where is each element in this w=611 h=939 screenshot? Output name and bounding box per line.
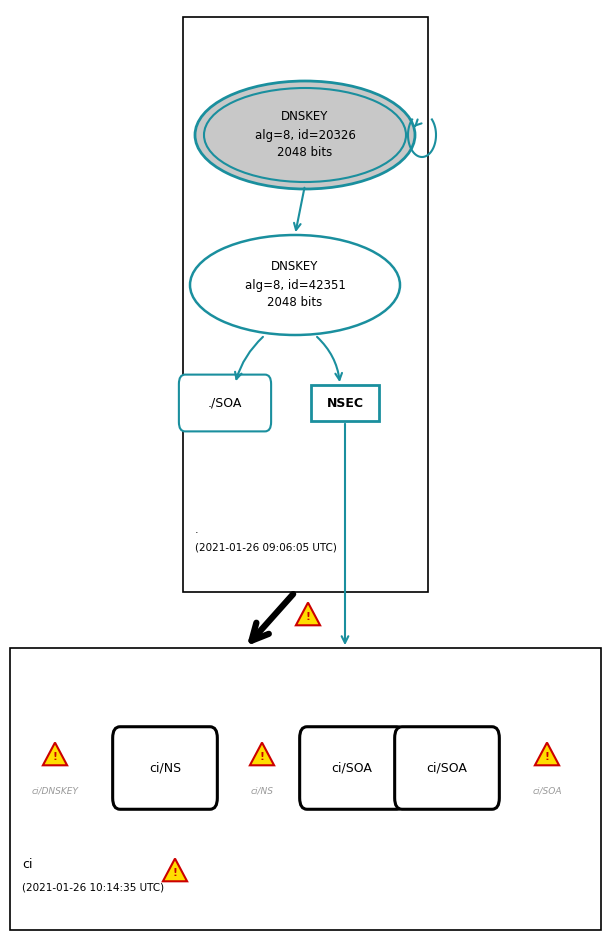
FancyBboxPatch shape xyxy=(311,385,379,421)
FancyBboxPatch shape xyxy=(299,727,404,809)
FancyBboxPatch shape xyxy=(10,648,601,930)
Polygon shape xyxy=(535,743,559,765)
Text: ./SOA: ./SOA xyxy=(208,396,242,409)
Text: ci/SOA: ci/SOA xyxy=(332,762,373,775)
Ellipse shape xyxy=(195,81,415,189)
Text: ci/DNSKEY: ci/DNSKEY xyxy=(32,786,78,795)
Text: DNSKEY
alg=8, id=42351
2048 bits: DNSKEY alg=8, id=42351 2048 bits xyxy=(244,260,345,310)
Text: !: ! xyxy=(544,752,549,762)
Polygon shape xyxy=(43,743,67,765)
Text: !: ! xyxy=(260,752,265,762)
Text: (2021-01-26 09:06:05 UTC): (2021-01-26 09:06:05 UTC) xyxy=(195,543,337,553)
Polygon shape xyxy=(163,858,187,882)
FancyBboxPatch shape xyxy=(112,727,218,809)
Text: ci: ci xyxy=(22,858,32,871)
Text: (2021-01-26 10:14:35 UTC): (2021-01-26 10:14:35 UTC) xyxy=(22,883,164,893)
FancyBboxPatch shape xyxy=(179,375,271,431)
Text: NSEC: NSEC xyxy=(326,396,364,409)
Text: .: . xyxy=(195,525,199,535)
FancyBboxPatch shape xyxy=(183,17,428,592)
Polygon shape xyxy=(296,603,320,625)
Ellipse shape xyxy=(204,88,406,182)
Text: DNSKEY
alg=8, id=20326
2048 bits: DNSKEY alg=8, id=20326 2048 bits xyxy=(255,111,356,160)
Ellipse shape xyxy=(190,235,400,335)
Text: ci/SOA: ci/SOA xyxy=(532,786,562,795)
Text: ci/NS: ci/NS xyxy=(149,762,181,775)
Text: ci/NS: ci/NS xyxy=(251,786,274,795)
Text: !: ! xyxy=(172,868,177,878)
Text: !: ! xyxy=(306,612,310,622)
Polygon shape xyxy=(250,743,274,765)
FancyBboxPatch shape xyxy=(395,727,499,809)
Text: ci/SOA: ci/SOA xyxy=(426,762,467,775)
Text: !: ! xyxy=(53,752,57,762)
